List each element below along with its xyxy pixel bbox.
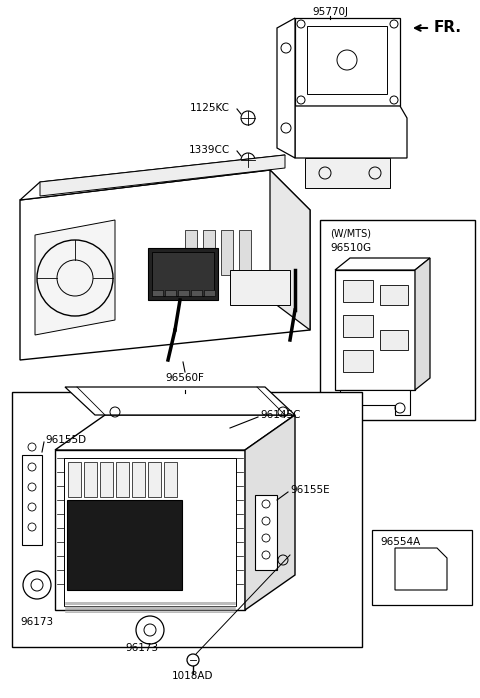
Polygon shape	[245, 415, 295, 610]
Bar	[335, 270, 415, 390]
Bar	[68, 462, 81, 497]
Polygon shape	[295, 106, 407, 158]
Bar	[343, 350, 373, 372]
Bar	[164, 462, 177, 497]
Bar	[67, 500, 182, 590]
Polygon shape	[35, 220, 115, 335]
Polygon shape	[395, 548, 447, 590]
Text: 1018AD: 1018AD	[172, 671, 214, 681]
Text: 96173: 96173	[21, 617, 54, 627]
Bar	[380, 330, 408, 350]
Bar	[320, 220, 475, 420]
Polygon shape	[270, 170, 310, 330]
Polygon shape	[20, 170, 310, 360]
Polygon shape	[340, 390, 410, 415]
Bar	[305, 158, 390, 188]
Text: 96560F: 96560F	[166, 373, 204, 383]
Text: 96554A: 96554A	[380, 537, 420, 547]
Polygon shape	[415, 258, 430, 390]
Bar	[148, 462, 161, 497]
Text: 96145C: 96145C	[260, 410, 300, 420]
Bar	[100, 462, 113, 497]
Bar	[132, 462, 145, 497]
Polygon shape	[40, 155, 285, 196]
Text: 96173: 96173	[125, 643, 158, 653]
Bar	[239, 230, 251, 275]
Bar	[203, 230, 215, 275]
Bar	[148, 248, 218, 300]
Text: FR.: FR.	[434, 20, 462, 36]
Bar	[165, 290, 176, 296]
Bar	[22, 455, 42, 545]
Bar	[307, 26, 387, 94]
Polygon shape	[335, 258, 430, 270]
Bar	[64, 458, 236, 606]
Bar	[152, 252, 214, 296]
Bar	[152, 290, 163, 296]
Text: 95770J: 95770J	[312, 7, 348, 17]
Text: 96155D: 96155D	[45, 435, 86, 445]
Bar	[380, 285, 408, 305]
Bar	[116, 462, 129, 497]
Polygon shape	[20, 155, 285, 200]
Bar	[191, 290, 202, 296]
Bar	[343, 315, 373, 337]
Bar	[185, 230, 197, 275]
Polygon shape	[55, 415, 295, 450]
Bar	[221, 230, 233, 275]
Bar	[178, 290, 189, 296]
Bar	[230, 270, 290, 305]
Polygon shape	[65, 387, 295, 415]
Text: 1125KC: 1125KC	[190, 103, 230, 113]
Bar	[55, 450, 245, 610]
Text: (W/MTS): (W/MTS)	[330, 229, 371, 239]
Text: 96510G: 96510G	[330, 243, 371, 253]
Bar	[255, 495, 277, 570]
Bar	[12, 392, 362, 647]
Bar	[295, 18, 400, 106]
Bar	[372, 530, 472, 605]
Polygon shape	[277, 18, 295, 158]
Bar	[343, 280, 373, 302]
Bar	[204, 290, 215, 296]
Text: 96155E: 96155E	[290, 485, 330, 495]
Bar	[84, 462, 97, 497]
Text: 1339CC: 1339CC	[189, 145, 230, 155]
